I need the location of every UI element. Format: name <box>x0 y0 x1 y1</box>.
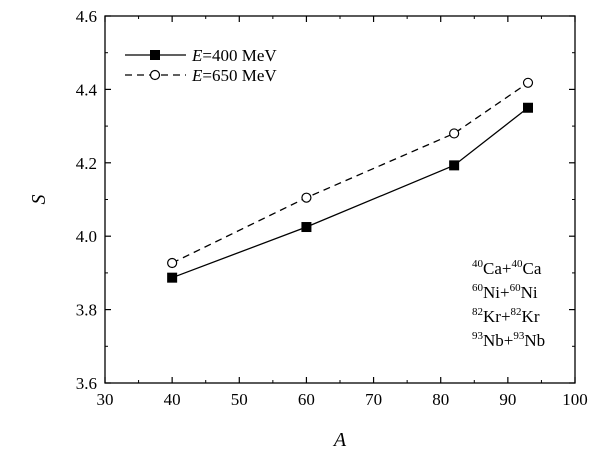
mass-number: 60 <box>472 282 484 294</box>
data-point <box>167 272 178 283</box>
element-symbol: Kr <box>522 307 540 326</box>
element-symbol: Nb <box>483 331 504 350</box>
y-tick-label: 3.8 <box>76 301 97 320</box>
mass-number: 93 <box>472 330 484 342</box>
element-symbol: Ni <box>483 283 500 302</box>
data-point <box>523 102 533 113</box>
mass-number: 40 <box>511 258 523 270</box>
element-symbol: Ni <box>521 283 538 302</box>
x-tick-label: 60 <box>298 390 315 409</box>
legend-marker <box>149 69 161 81</box>
reaction-label: 40Ca+40Ca <box>472 258 542 278</box>
legend-label-var: E <box>191 66 203 85</box>
x-tick-label: 80 <box>432 390 449 409</box>
series-line <box>171 82 529 264</box>
element-symbol: Ca <box>483 259 502 278</box>
legend-label: E=400 MeV <box>191 46 277 65</box>
data-point <box>301 192 312 203</box>
element-symbol: Nb <box>524 331 545 350</box>
legend-label: E=650 MeV <box>191 66 277 85</box>
series-1 <box>167 102 533 283</box>
y-axis-title: S <box>28 195 50 205</box>
y-tick-label: 4.6 <box>76 7 97 26</box>
plus-sign: + <box>501 307 511 326</box>
y-tick-label: 4.2 <box>76 154 97 173</box>
axes-layer: 30 40 50 60 70 80 90 100 3.6 3.8 4.0 4.2 4.4 4.6 A S <box>28 7 588 451</box>
y-tick-label: 3.6 <box>76 374 97 393</box>
element-symbol: Kr <box>483 307 501 326</box>
y-tick-label: 4.0 <box>76 227 97 246</box>
mass-number: 93 <box>513 330 525 342</box>
x-tick-label: 90 <box>499 390 516 409</box>
series-2 <box>167 77 534 269</box>
plus-sign: + <box>500 283 510 302</box>
mass-number: 40 <box>472 258 484 270</box>
mass-number: 82 <box>511 306 522 318</box>
legend-label-rest: =400 MeV <box>202 46 277 65</box>
series-line <box>171 107 529 279</box>
reaction-label: 60Ni+60Ni <box>472 282 538 302</box>
y-tick-label: 4.4 <box>76 80 98 99</box>
x-tick-label: 40 <box>164 390 181 409</box>
mass-number: 60 <box>510 282 522 294</box>
plus-sign: + <box>502 259 512 278</box>
reaction-label: 93Nb+93Nb <box>472 330 545 350</box>
mass-number: 82 <box>472 306 483 318</box>
legend-label-rest: =650 MeV <box>202 66 277 85</box>
element-symbol: Ca <box>522 259 541 278</box>
legend-label-var: E <box>191 46 203 65</box>
legend-entry: E=650 MeV <box>125 66 277 85</box>
series-layer <box>167 77 534 283</box>
x-axis-title: A <box>332 429 347 451</box>
data-point <box>167 257 178 269</box>
plot-frame <box>104 15 576 384</box>
legend-marker <box>150 50 160 60</box>
x-tick-label: 30 <box>97 390 114 409</box>
data-point <box>449 160 460 171</box>
reaction-label: 82Kr+82Kr <box>472 306 540 326</box>
legend-entry: E=400 MeV <box>125 46 277 65</box>
x-tick-label: 50 <box>231 390 248 409</box>
plus-sign: + <box>504 331 514 350</box>
data-point <box>301 222 312 233</box>
x-tick-label: 70 <box>365 390 382 409</box>
data-point <box>449 128 460 139</box>
data-point <box>522 77 534 88</box>
x-tick-label: 100 <box>562 390 588 409</box>
